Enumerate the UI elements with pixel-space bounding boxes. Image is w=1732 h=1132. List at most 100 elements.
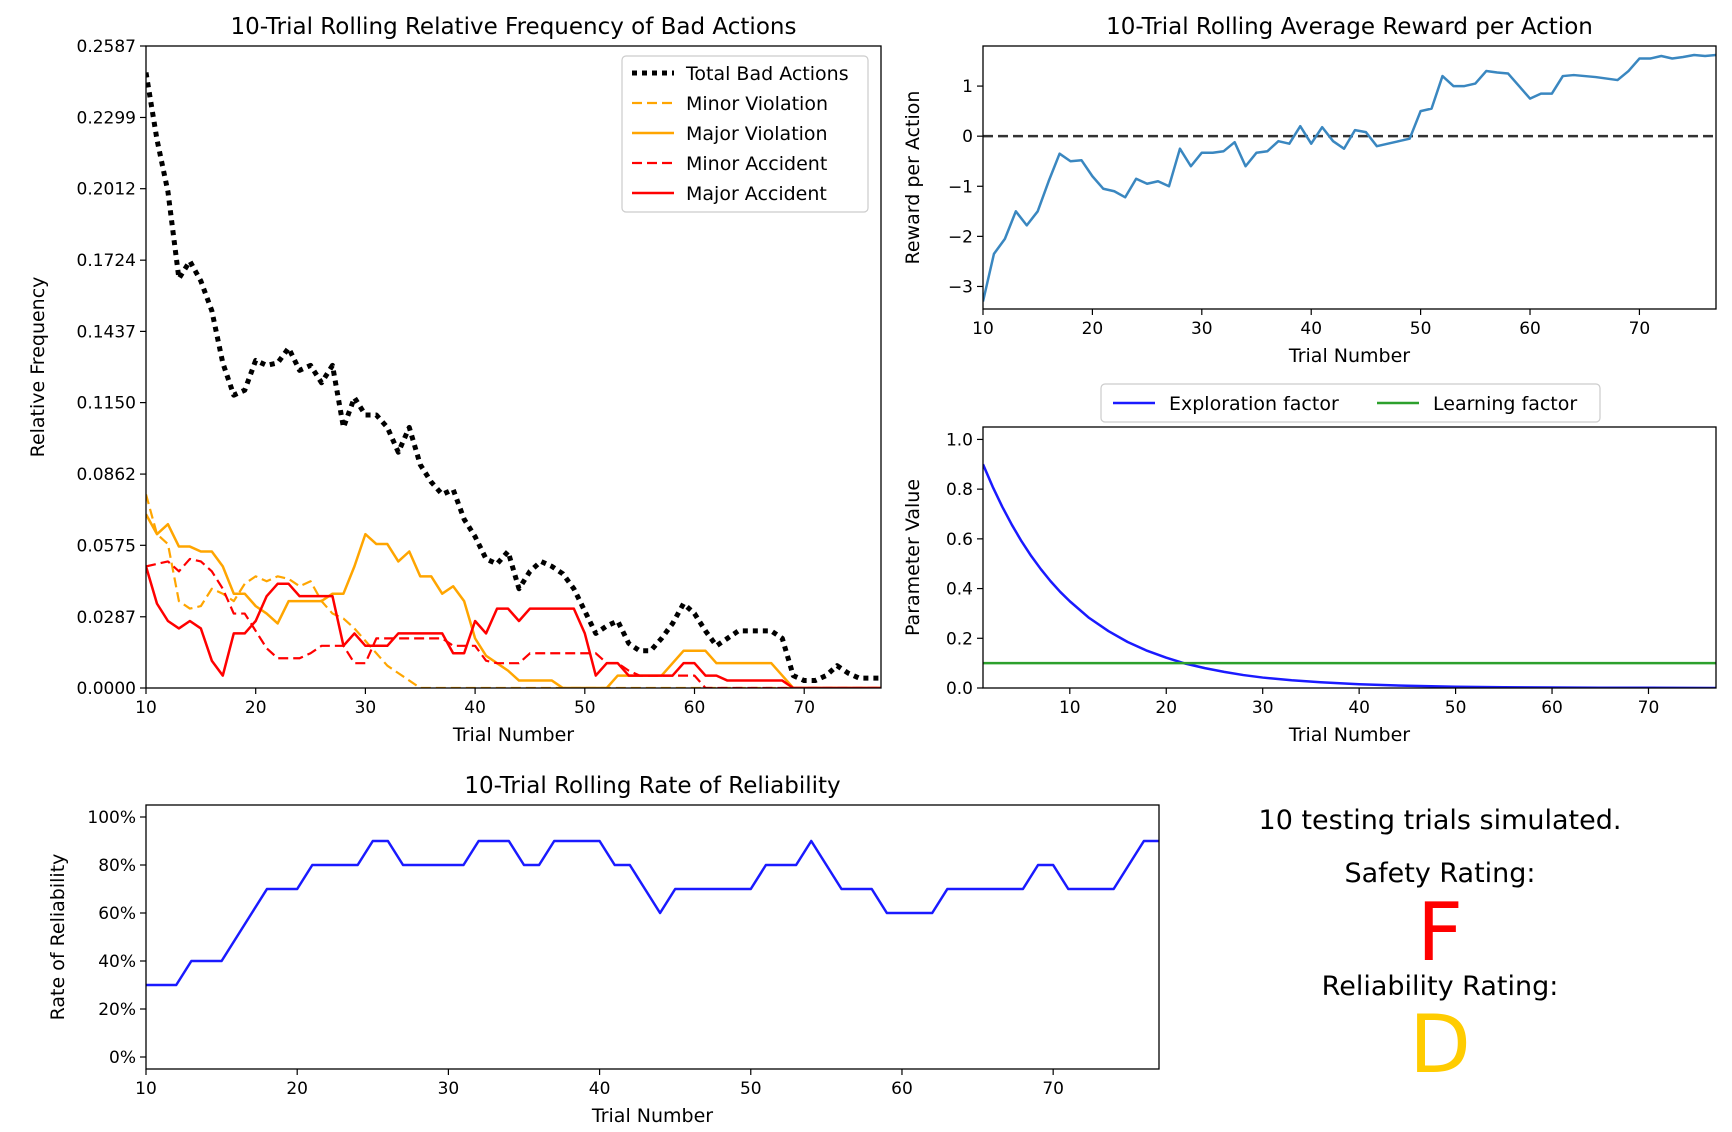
- y-tick-label: 1: [962, 77, 973, 97]
- x-tick-label: 10: [1059, 698, 1081, 718]
- legend-label: Major Accident: [686, 183, 827, 205]
- safety-rating-grade: F: [1417, 886, 1463, 979]
- x-tick-label: 70: [1042, 1079, 1064, 1099]
- x-tick-label: 40: [589, 1079, 611, 1099]
- legend-label: Learning factor: [1433, 393, 1577, 415]
- y-tick-label: 0.0287: [77, 608, 136, 628]
- y-tick-label: 100%: [87, 808, 136, 828]
- parameters-chart: 10 20 30 40 50 60 70 0.0 0.2 0.4 0.6 0.8 1.0 Trial Nu…: [902, 383, 1717, 746]
- x-tick-label: 70: [1629, 319, 1651, 339]
- y-axis-label: Relative Frequency: [27, 277, 49, 458]
- series-line-exploration-factor: [983, 463, 1716, 688]
- x-axis-label: Trial Number: [1288, 345, 1410, 367]
- y-tick-label: 0.0: [946, 679, 973, 699]
- x-tick-label: 60: [1541, 698, 1563, 718]
- x-axis-label: Trial Number: [1288, 724, 1410, 746]
- legend: Exploration factor Learning factor: [1100, 383, 1601, 423]
- series-line-series-0: [983, 53, 1716, 302]
- y-axis-label: Parameter Value: [902, 479, 924, 636]
- x-tick-label: 30: [438, 1079, 460, 1099]
- x-tick-label: 30: [355, 698, 377, 718]
- y-tick-label: 0.0575: [77, 536, 136, 556]
- chart-title: 10-Trial Rolling Relative Frequency of B…: [231, 14, 797, 40]
- y-tick-label: 0.1437: [77, 322, 136, 342]
- plot-frame: [145, 804, 1160, 1070]
- y-tick-label: 0.8: [946, 480, 973, 500]
- legend-label: Total Bad Actions: [685, 63, 849, 85]
- plot-frame: [982, 45, 1717, 310]
- legend-label: Major Violation: [686, 123, 828, 145]
- rating-summary: 10 testing trials simulated. Safety Rati…: [1259, 805, 1622, 1091]
- series-group: [146, 72, 881, 688]
- series-line-total-bad-actions: [146, 72, 881, 684]
- plot-frame: [145, 45, 882, 689]
- series-line-series-0: [146, 839, 1159, 987]
- reward-chart: 10 20 30 40 50 60 70 −3 −2 −1 0 1 10-Trial Rolling A…: [902, 14, 1717, 367]
- chart-title: 10-Trial Rolling Average Reward per Acti…: [1106, 14, 1593, 40]
- y-tick-label: 1.0: [946, 430, 973, 450]
- trials-simulated-text: 10 testing trials simulated.: [1259, 805, 1622, 836]
- reliability-rating-grade: D: [1409, 998, 1471, 1091]
- x-tick-label: 30: [1252, 698, 1274, 718]
- series-line-major-accident: [146, 566, 881, 688]
- x-tick-label: 20: [1155, 698, 1177, 718]
- x-tick-label: 20: [245, 698, 267, 718]
- y-tick-label: 0.6: [946, 530, 973, 550]
- y-tick-label: 0.0000: [77, 679, 136, 699]
- chart-title: 10-Trial Rolling Rate of Reliability: [464, 773, 840, 799]
- reliability-chart: 10 20 30 40 50 60 70 0% 20% 40% 60% 80% 100% 10-Trial…: [47, 773, 1160, 1127]
- y-tick-label: −2: [948, 227, 973, 247]
- y-tick-label: 40%: [98, 952, 136, 972]
- y-tick-label: −1: [948, 177, 973, 197]
- x-tick-label: 50: [1445, 698, 1467, 718]
- y-axis-label: Rate of Reliability: [47, 854, 69, 1021]
- series-group: [146, 839, 1159, 987]
- y-tick-label: −3: [948, 277, 973, 297]
- y-tick-label: 0.4: [946, 580, 973, 600]
- x-tick-label: 40: [1300, 319, 1322, 339]
- x-tick-label: 30: [1191, 319, 1213, 339]
- y-tick-label: 60%: [98, 904, 136, 924]
- y-tick-label: 0.2012: [77, 180, 136, 200]
- x-tick-label: 10: [972, 319, 994, 339]
- y-tick-label: 80%: [98, 856, 136, 876]
- x-tick-label: 60: [891, 1079, 913, 1099]
- series-line-major-violation: [146, 513, 881, 688]
- legend: Total Bad Actions Minor Violation Major Vi…: [621, 55, 869, 213]
- x-tick-label: 50: [740, 1079, 762, 1099]
- y-tick-label: 0%: [109, 1048, 136, 1068]
- legend-label: Minor Accident: [686, 153, 827, 175]
- x-tick-label: 10: [135, 698, 157, 718]
- reliability-rating-label: Reliability Rating:: [1322, 971, 1559, 1002]
- series-group: [983, 463, 1716, 688]
- legend-box: [1100, 383, 1601, 423]
- x-tick-label: 70: [793, 698, 815, 718]
- x-axis-label: Trial Number: [591, 1105, 713, 1127]
- y-tick-label: 0: [962, 127, 973, 147]
- y-tick-label: 0.0862: [77, 465, 136, 485]
- y-tick-label: 0.1724: [77, 251, 136, 271]
- y-tick-label: 0.2587: [77, 37, 136, 57]
- x-tick-label: 20: [1082, 319, 1104, 339]
- y-tick-label: 0.2: [946, 629, 973, 649]
- x-tick-label: 50: [574, 698, 596, 718]
- y-tick-label: 20%: [98, 1000, 136, 1020]
- bad-actions-chart: 10 20 30 40 50 60 70 0.0000 0.0287 0.0575 0.0862 0.…: [27, 14, 882, 746]
- y-axis-label: Reward per Action: [902, 91, 924, 265]
- x-tick-label: 50: [1410, 319, 1432, 339]
- series-group: [983, 53, 1716, 302]
- safety-rating-label: Safety Rating:: [1344, 858, 1535, 889]
- x-tick-label: 40: [464, 698, 486, 718]
- plot-frame: [982, 426, 1717, 689]
- series-line-minor-violation: [146, 494, 881, 688]
- x-tick-label: 60: [1519, 319, 1541, 339]
- series-line-minor-accident: [146, 557, 881, 688]
- legend-label: Minor Violation: [686, 93, 828, 115]
- x-tick-label: 10: [135, 1079, 157, 1099]
- x-tick-label: 60: [684, 698, 706, 718]
- x-tick-label: 70: [1638, 698, 1660, 718]
- legend-label: Exploration factor: [1169, 393, 1339, 415]
- y-tick-label: 0.2299: [77, 108, 136, 128]
- x-tick-label: 20: [286, 1079, 308, 1099]
